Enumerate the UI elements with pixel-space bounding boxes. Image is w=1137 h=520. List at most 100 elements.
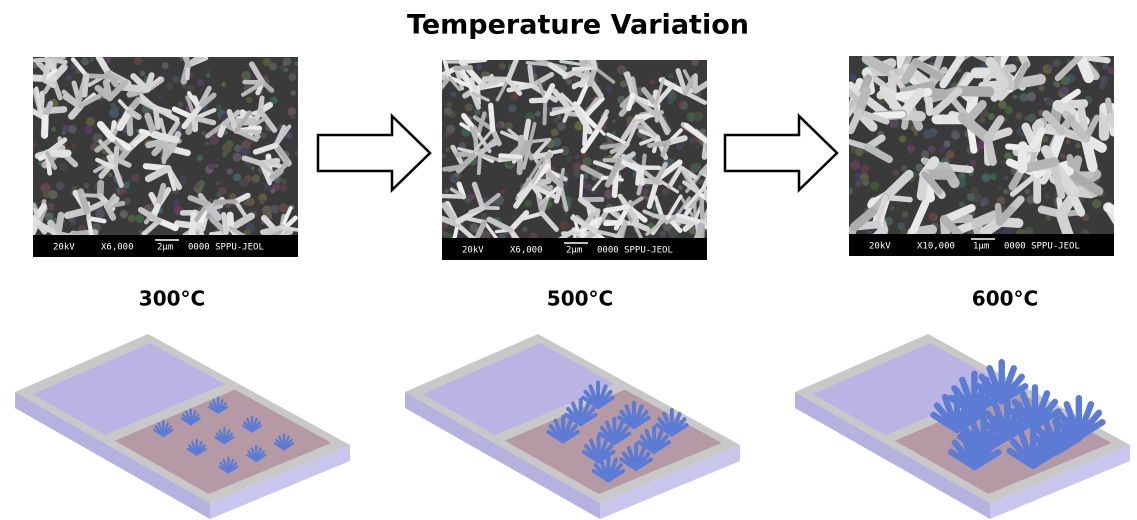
nanorod (462, 44, 467, 62)
grain (227, 168, 233, 174)
grain (946, 150, 954, 158)
nanorod (826, 105, 852, 114)
grain (1023, 175, 1027, 179)
grain (234, 145, 242, 153)
grain (596, 166, 601, 171)
grain (450, 91, 456, 97)
grain (56, 181, 65, 190)
nanorod (707, 141, 713, 169)
grain (1100, 76, 1109, 85)
grain (445, 147, 450, 152)
grain (1004, 152, 1012, 160)
sem-image: 20kVX6,0002μm0000 SPPU-JEOL (13, 50, 304, 257)
sem-scale: 2μm (157, 243, 173, 253)
grain (110, 103, 116, 109)
substrate (15, 334, 350, 519)
grain (446, 102, 452, 108)
grain (846, 188, 853, 195)
grain (970, 160, 977, 167)
nanorod (1111, 101, 1137, 117)
grain (173, 199, 180, 206)
grain (445, 189, 449, 193)
grain (263, 58, 271, 66)
grain (694, 112, 703, 121)
grain (855, 148, 863, 156)
nanorod (1086, 139, 1093, 167)
nanorod (525, 121, 529, 142)
nanorod (561, 169, 563, 184)
grain (951, 131, 960, 140)
grain (1045, 194, 1049, 198)
grain (30, 142, 35, 147)
nanorod (185, 50, 188, 65)
grain (678, 185, 683, 190)
grain (990, 173, 997, 180)
nanorod (491, 105, 493, 129)
grain (928, 146, 935, 153)
temperature-label: 500°C (547, 287, 613, 311)
figure-title: Temperature Variation (407, 10, 749, 41)
grain (172, 76, 179, 83)
grain (120, 210, 128, 218)
grain (690, 163, 700, 173)
grain (84, 126, 92, 134)
nanorod (83, 195, 100, 196)
nanorod (592, 54, 595, 68)
grain (1027, 92, 1036, 101)
nanorod (149, 141, 167, 145)
grain (501, 189, 506, 194)
sem-id: 0000 SPPU-JEOL (1004, 242, 1080, 252)
nanorod (637, 115, 654, 117)
temperature-label: 600°C (972, 287, 1038, 311)
grain (1053, 59, 1061, 67)
grain (1013, 95, 1018, 100)
grain (178, 101, 184, 107)
grain (855, 180, 862, 187)
grain (84, 183, 90, 189)
grain (535, 111, 541, 117)
grain (1066, 139, 1071, 144)
grain (508, 104, 516, 112)
nanorod (581, 176, 582, 200)
grain (1004, 175, 1009, 180)
sem-voltage: 20kV (53, 243, 75, 253)
nanorod (58, 215, 61, 233)
grain (128, 215, 136, 223)
nanorod (85, 76, 87, 95)
grain (850, 160, 860, 170)
grain (270, 189, 275, 194)
grain (1060, 153, 1064, 157)
grain (72, 143, 77, 148)
grain (41, 183, 51, 193)
grain (572, 76, 578, 82)
grain (574, 154, 579, 159)
grain (135, 214, 144, 223)
grain (47, 203, 55, 211)
figure: Temperature Variation 20kVX6,0002μm0000 … (0, 0, 1137, 520)
grain (938, 145, 946, 153)
grain (48, 190, 57, 199)
grain (893, 170, 899, 176)
grain (923, 130, 932, 139)
nanorod (649, 142, 668, 145)
grain (967, 193, 975, 201)
sem-voltage: 20kV (462, 246, 484, 256)
grain (1042, 136, 1049, 143)
grain (1048, 64, 1053, 69)
nanorod (45, 118, 46, 135)
grain (134, 57, 142, 65)
grain (979, 117, 985, 123)
grain (660, 231, 666, 237)
grain (650, 79, 655, 84)
grain (84, 60, 89, 65)
grain (1000, 159, 1005, 164)
grain (560, 221, 568, 229)
grain (1054, 81, 1060, 87)
grain (289, 73, 297, 81)
temperature-label: 300°C (139, 287, 205, 311)
nanorod (998, 206, 1000, 222)
grain (698, 179, 703, 184)
grain (444, 132, 450, 138)
grain (668, 98, 674, 104)
